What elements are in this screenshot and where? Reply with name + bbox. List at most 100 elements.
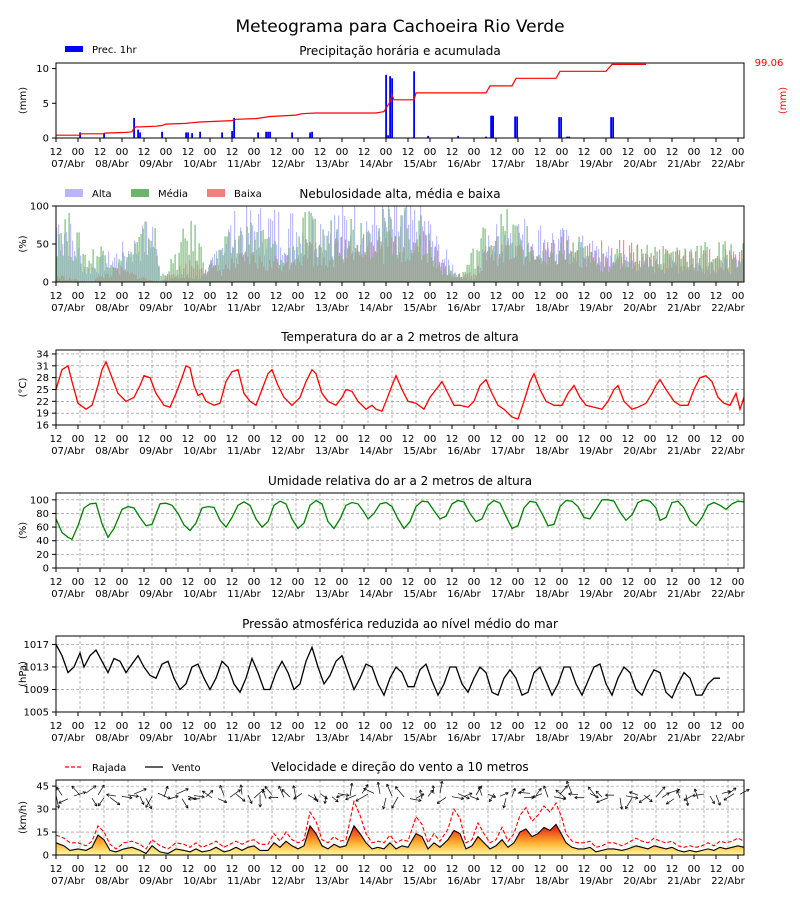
cloud-bar-baixa [531, 246, 533, 282]
wind-arrow [355, 793, 369, 802]
cloud-bar-baixa [137, 279, 139, 282]
x-date-label: 13/Abr [315, 446, 349, 457]
wind-arrow [439, 781, 443, 794]
x-hour-label: 12 [622, 291, 635, 302]
wind-arrow [535, 788, 542, 796]
x-date-label: 11/Abr [227, 159, 261, 170]
wind-arrow [363, 788, 375, 794]
cloud-bar-baixa [105, 274, 107, 282]
legend-label-gust: Rajada [92, 763, 126, 774]
x-hour-label: 00 [688, 147, 701, 158]
x-hour-label: 12 [94, 721, 107, 732]
x-hour-label: 00 [160, 291, 173, 302]
cloud-bar-média [476, 249, 478, 282]
cloud-bar-baixa [377, 240, 379, 282]
wind-arrow-head [461, 796, 465, 800]
cloud-bar-baixa [635, 261, 637, 282]
wind-arrow-head [202, 790, 205, 794]
x-date-label: 18/Abr [535, 446, 569, 457]
wind-arrow-head [335, 800, 339, 803]
cloud-bar-baixa [439, 261, 441, 282]
cloud-bar-baixa [359, 255, 361, 282]
cloud-bar-média [202, 262, 204, 282]
wind-arrow-head [692, 793, 696, 797]
wind-arrow-head [240, 784, 243, 788]
wind-arrow-head [258, 804, 261, 808]
x-hour-label: 00 [116, 721, 129, 732]
x-hour-label: 12 [402, 577, 415, 588]
x-hour-label: 12 [50, 291, 63, 302]
wind-arrow-head [555, 789, 558, 793]
cloud-bar-baixa [363, 233, 365, 282]
wind-arrow-head [82, 791, 86, 793]
x-hour-label: 12 [710, 721, 723, 732]
cloud-bar-baixa [305, 239, 307, 282]
wind-arrow-head [58, 800, 61, 804]
precip-bar [516, 116, 518, 138]
cloud-bar-baixa [433, 266, 435, 282]
wind-arrow-head [666, 801, 668, 805]
wind-arrow [487, 794, 496, 798]
cloud-bar-baixa [193, 268, 195, 282]
precip-bar [610, 117, 612, 138]
cloud-bar-alta [436, 235, 438, 282]
wind-arrow [457, 793, 470, 799]
wind-arrow [56, 787, 63, 796]
wind-arrow-head [650, 798, 653, 802]
x-date-label: 22/Abr [711, 876, 745, 887]
cloud-bar-média [218, 249, 220, 282]
cloud-bar-baixa [697, 271, 699, 282]
cloud-bar-baixa [121, 267, 123, 282]
cloud-bar-baixa [243, 254, 245, 282]
cloud-bar-baixa [387, 246, 389, 282]
cloud-bar-baixa [385, 237, 387, 282]
wind-arrow-head [595, 790, 598, 795]
cloud-bar-baixa [691, 252, 693, 282]
cloud-bar-baixa [563, 229, 565, 282]
x-hour-label: 00 [688, 434, 701, 445]
cloud-bar-média [156, 255, 158, 282]
cloud-bar-média [160, 275, 162, 282]
cloud-bar-baixa [491, 254, 493, 282]
cloud-bar-baixa [373, 245, 375, 282]
cloud-bar-baixa [557, 263, 559, 282]
cloud-bar-alta [438, 244, 440, 282]
cloud-bar-baixa [725, 249, 727, 282]
cloud-bar-média [132, 254, 134, 282]
humidity-line [55, 499, 745, 541]
cloud-bar-baixa [665, 249, 667, 282]
cloud-bar-baixa [115, 267, 117, 282]
cloud-bar-alta [422, 226, 424, 282]
wind-arrow-head [747, 789, 750, 793]
cloud-bar-baixa [511, 258, 513, 282]
x-hour-label: 00 [292, 577, 305, 588]
cloud-bar-baixa [345, 239, 347, 282]
cloud-bar-baixa [67, 279, 69, 282]
wind-arrow [715, 794, 721, 806]
wind-arrow-head [58, 805, 60, 809]
wind-arrow [475, 785, 482, 796]
cloud-bar-baixa [163, 280, 165, 282]
wind-arrow [324, 795, 327, 804]
cloud-bar-alta [602, 253, 604, 282]
x-hour-label: 12 [446, 721, 459, 732]
x-hour-label: 00 [600, 147, 613, 158]
cloud-bar-baixa [615, 262, 617, 282]
cloud-bar-baixa [619, 239, 621, 282]
x-date-label: 15/Abr [403, 446, 437, 457]
x-hour-label: 12 [226, 577, 239, 588]
precip-bar [221, 132, 223, 138]
wind-arrow-head [418, 798, 422, 801]
x-hour-label: 12 [94, 147, 107, 158]
x-hour-label: 00 [292, 434, 305, 445]
cloud-bar-baixa [245, 251, 247, 282]
x-hour-label: 12 [270, 147, 283, 158]
cloud-bar-média [250, 223, 252, 282]
x-date-label: 15/Abr [403, 159, 437, 170]
wind-arrow-head [336, 798, 339, 802]
cloud-bar-baixa [315, 242, 317, 282]
x-hour-label: 12 [138, 147, 151, 158]
x-hour-label: 00 [72, 864, 85, 875]
y-tick-label: 100 [30, 495, 49, 506]
